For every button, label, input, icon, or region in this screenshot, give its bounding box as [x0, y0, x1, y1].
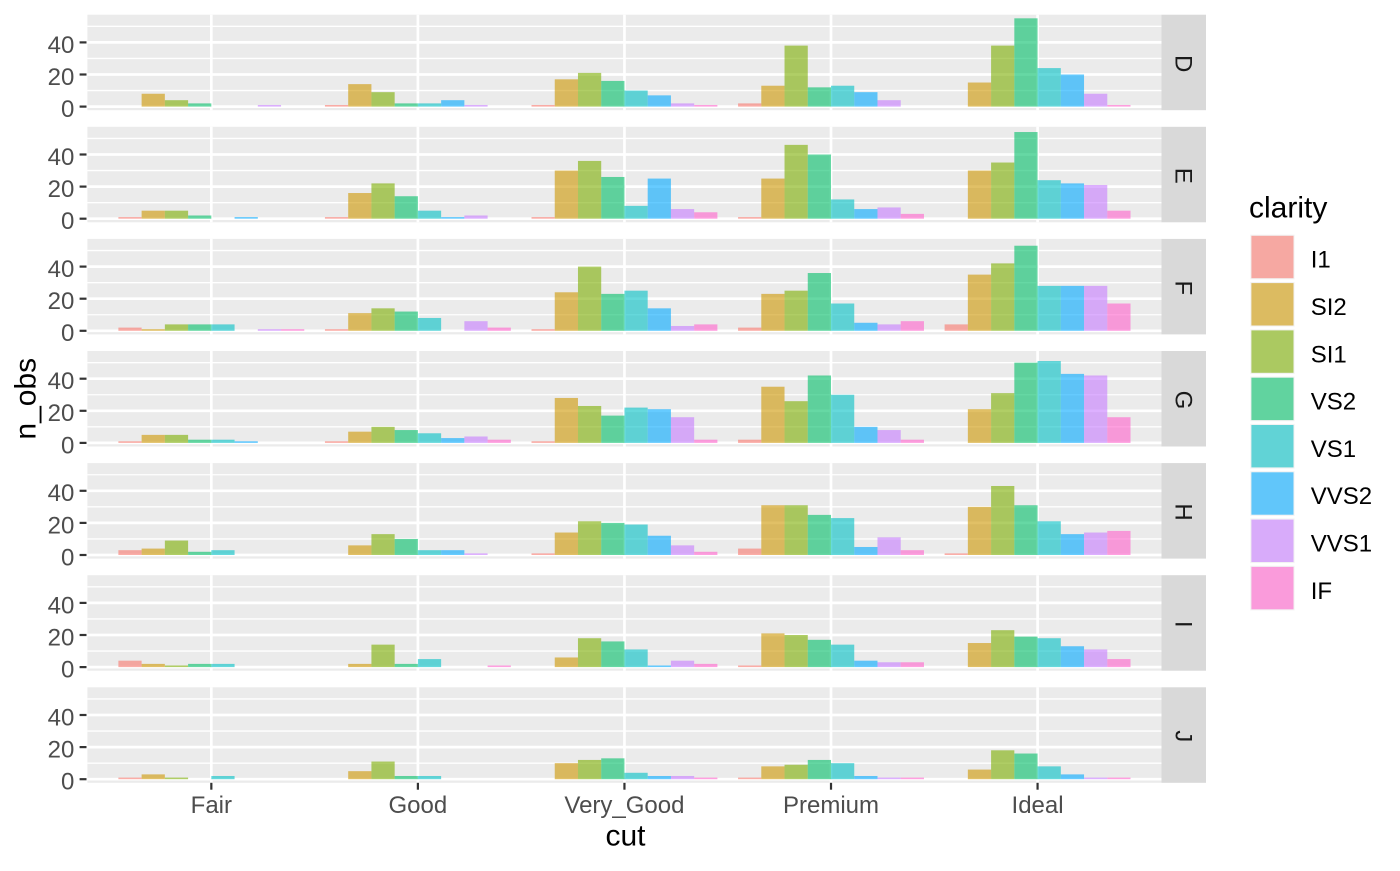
svg-text:Ideal: Ideal [1012, 792, 1064, 819]
svg-text:VS2: VS2 [1311, 389, 1356, 416]
svg-text:D: D [1169, 55, 1196, 72]
svg-text:20: 20 [48, 288, 75, 315]
svg-text:SI2: SI2 [1311, 294, 1347, 321]
svg-text:40: 40 [48, 592, 75, 619]
svg-text:Very_Good: Very_Good [564, 792, 684, 819]
svg-text:40: 40 [48, 368, 75, 395]
svg-text:VS1: VS1 [1311, 436, 1356, 463]
svg-text:n_obs: n_obs [10, 358, 43, 440]
svg-text:Fair: Fair [191, 792, 232, 819]
svg-text:40: 40 [48, 704, 75, 731]
svg-text:clarity: clarity [1249, 192, 1327, 225]
svg-text:VVS2: VVS2 [1311, 483, 1372, 510]
svg-text:20: 20 [48, 400, 75, 427]
svg-text:Good: Good [389, 792, 448, 819]
svg-text:0: 0 [61, 208, 74, 235]
svg-text:0: 0 [61, 96, 74, 123]
svg-text:20: 20 [48, 176, 75, 203]
svg-text:0: 0 [61, 544, 74, 571]
svg-text:20: 20 [48, 512, 75, 539]
svg-text:40: 40 [48, 480, 75, 507]
svg-text:40: 40 [48, 256, 75, 283]
svg-text:J: J [1169, 730, 1196, 742]
svg-text:IF: IF [1311, 578, 1332, 605]
svg-text:VVS1: VVS1 [1311, 531, 1372, 558]
svg-text:E: E [1169, 168, 1196, 184]
svg-text:20: 20 [48, 624, 75, 651]
svg-text:20: 20 [48, 64, 75, 91]
svg-text:0: 0 [61, 769, 74, 796]
svg-text:0: 0 [61, 432, 74, 459]
svg-text:H: H [1169, 503, 1196, 520]
svg-text:F: F [1169, 280, 1196, 295]
svg-text:40: 40 [48, 144, 75, 171]
svg-text:I1: I1 [1311, 247, 1331, 274]
svg-text:0: 0 [61, 657, 74, 684]
svg-text:SI1: SI1 [1311, 341, 1347, 368]
svg-text:20: 20 [48, 737, 75, 764]
svg-text:40: 40 [48, 32, 75, 59]
svg-text:Premium: Premium [783, 792, 879, 819]
svg-text:0: 0 [61, 320, 74, 347]
svg-text:I: I [1169, 621, 1196, 628]
svg-text:cut: cut [605, 820, 646, 853]
svg-text:G: G [1169, 391, 1196, 410]
